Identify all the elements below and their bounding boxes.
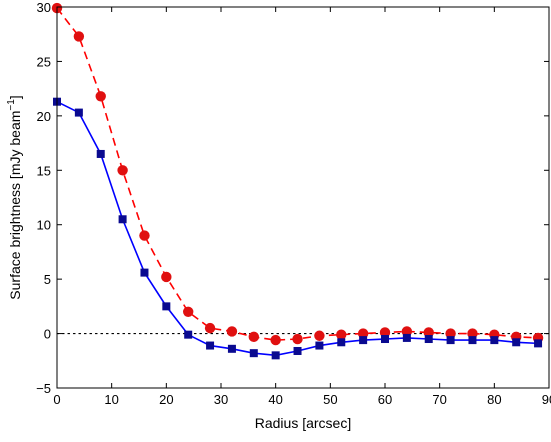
series-2-point bbox=[162, 302, 171, 311]
series-2-point bbox=[446, 336, 455, 345]
series-2-point bbox=[315, 341, 324, 350]
x-tick-label: 20 bbox=[159, 392, 173, 407]
series-1-point bbox=[292, 333, 303, 345]
series-2-point bbox=[512, 338, 521, 347]
series-2-point bbox=[271, 351, 280, 360]
series-1-point bbox=[117, 165, 128, 176]
plot-layer bbox=[51, 2, 550, 360]
series-2-line bbox=[56, 100, 539, 357]
y-axis-label-main: Surface brightness [mJy beam bbox=[7, 111, 23, 300]
series-1-point bbox=[161, 271, 172, 283]
series-2-point bbox=[402, 333, 411, 342]
x-tick-label: 10 bbox=[104, 392, 118, 407]
series-1-point bbox=[183, 306, 194, 317]
series-2-point bbox=[74, 108, 83, 117]
x-tick-label: 70 bbox=[432, 392, 446, 407]
series-2-point bbox=[468, 336, 477, 345]
series-2-point bbox=[118, 215, 127, 224]
series-2-point bbox=[381, 335, 389, 344]
y-tick-label: 0 bbox=[44, 327, 51, 342]
x-tick-label: 0 bbox=[53, 392, 60, 407]
y-tick-label: 15 bbox=[37, 163, 51, 178]
y-tick-label: 5 bbox=[44, 272, 51, 287]
series-2-point bbox=[337, 338, 346, 347]
series-1-line bbox=[56, 7, 539, 341]
series-1-point bbox=[204, 322, 216, 334]
x-tick-label: 30 bbox=[214, 392, 228, 407]
series-2-point bbox=[490, 336, 499, 345]
series-2-point bbox=[249, 349, 258, 358]
y-axis-label-close: ] bbox=[7, 95, 23, 99]
x-tick-label: 60 bbox=[378, 392, 392, 407]
x-axis-label: Radius [arcsec] bbox=[255, 415, 351, 431]
y-tick-label: 10 bbox=[37, 218, 51, 233]
y-axis-label: Surface brightness [mJy beam−1] bbox=[6, 95, 23, 299]
series-2-point bbox=[184, 330, 193, 339]
plot-frame bbox=[56, 6, 550, 389]
x-tick-label: 80 bbox=[487, 392, 501, 407]
x-tick-label: 50 bbox=[323, 392, 337, 407]
series-2-point bbox=[359, 336, 368, 345]
series-1-point bbox=[336, 329, 347, 340]
series-1-point bbox=[139, 230, 150, 241]
x-tick-label: 40 bbox=[268, 392, 282, 407]
series-2-point bbox=[227, 344, 236, 353]
y-tick-label: −5 bbox=[36, 381, 51, 396]
series-2-point bbox=[140, 268, 149, 277]
y-axis-label-superscript: −1 bbox=[6, 99, 17, 111]
series-1-point bbox=[314, 330, 325, 341]
series-2-point bbox=[424, 335, 433, 344]
series-2-point bbox=[534, 339, 543, 348]
series-1-point bbox=[270, 334, 281, 346]
series-2-point bbox=[206, 341, 215, 350]
series-1-point bbox=[226, 326, 238, 337]
y-tick-label: 20 bbox=[37, 109, 51, 124]
y-tick-label: 30 bbox=[37, 0, 51, 15]
y-tick-label: 25 bbox=[37, 54, 51, 69]
series-2-point bbox=[293, 346, 302, 355]
series-1-point bbox=[248, 331, 259, 343]
series-1-point bbox=[73, 31, 85, 42]
series-2-point bbox=[96, 149, 105, 158]
series-1-point bbox=[95, 91, 106, 102]
x-tick-label: 90 bbox=[542, 392, 551, 407]
